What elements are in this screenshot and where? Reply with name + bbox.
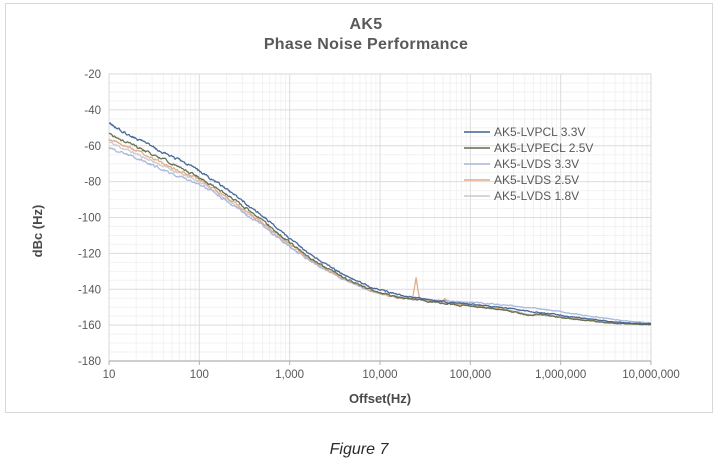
x-tick-label: 1,000,000 (535, 369, 586, 381)
x-tick-label: 10 (103, 369, 116, 381)
legend-label: AK5-LVPECL 2.5V (494, 141, 593, 155)
y-tick-label: -100 (78, 213, 101, 225)
x-tick-label: 100 (190, 369, 209, 381)
x-tick-label: 10,000 (362, 369, 397, 381)
chart-figure: -20 -40 -60 -80 -100 -120 -140 -160 -180 10 100 1,… (5, 3, 713, 413)
chart-title-line2: Phase Noise Performance (264, 36, 468, 53)
x-tick-label: 1,000 (275, 369, 304, 381)
series-curves (108, 122, 652, 326)
series-curve-4 (108, 132, 651, 326)
y-tick-label: -120 (78, 248, 101, 260)
legend-label: AK5-LVDS 3.3V (494, 157, 579, 171)
legend-label: AK5-LVDS 1.8V (494, 189, 579, 203)
y-axis-title: dBc (Hz) (30, 205, 45, 258)
chart-title-line1: AK5 (350, 16, 383, 33)
series-curve-5 (108, 122, 652, 325)
phase-noise-chart: -20 -40 -60 -80 -100 -120 -140 -160 -180 10 100 1,… (30, 16, 680, 406)
grid-lines (108, 73, 652, 362)
legend-label: AK5-LVPCL 3.3V (494, 125, 585, 139)
y-tick-label: -40 (84, 105, 101, 117)
y-tick-label: -140 (78, 284, 101, 296)
figure-caption: Figure 7 (329, 441, 389, 458)
y-tick-label: -60 (84, 141, 101, 153)
y-axis-tick-labels: -20 -40 -60 -80 -100 -120 -140 -160 -180 (78, 69, 101, 368)
y-tick-label: -20 (84, 69, 101, 81)
y-tick-label: -80 (84, 177, 101, 189)
y-tick-label: -160 (78, 320, 101, 332)
x-axis-tick-labels: 10 100 1,000 10,000 100,000 1,000,000 10,000,0… (103, 369, 680, 381)
x-tick-label: 10,000,000 (622, 369, 680, 381)
y-tick-label: -180 (78, 356, 101, 368)
legend-label: AK5-LVDS 2.5V (494, 173, 579, 187)
x-axis-title: Offset(Hz) (349, 391, 411, 406)
x-tick-label: 100,000 (450, 369, 492, 381)
axis-lines (108, 360, 652, 365)
chart-legend: AK5-LVPCL 3.3V AK5-LVPECL 2.5V AK5-LVDS 3.… (464, 125, 593, 203)
